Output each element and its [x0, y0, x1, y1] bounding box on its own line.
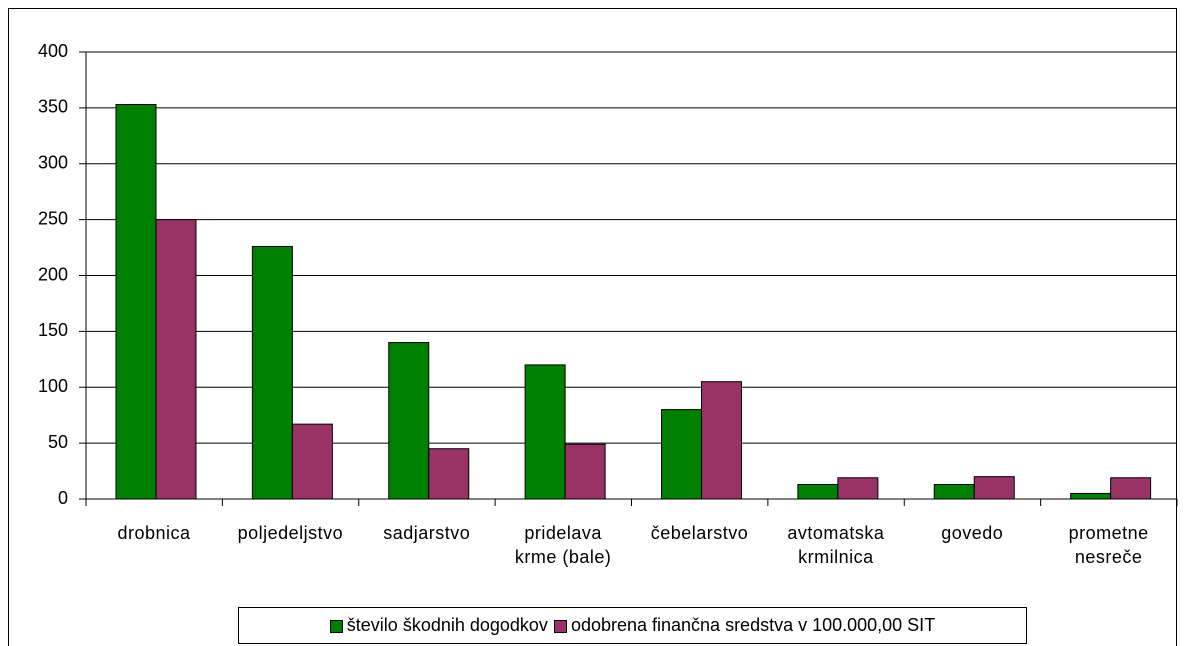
- legend-swatch: [553, 619, 567, 633]
- bar: [701, 381, 742, 500]
- x-tick-label: pridelava krme (bale): [514, 523, 612, 567]
- y-tick-label: 200: [38, 264, 68, 284]
- bar: [388, 342, 430, 500]
- chart-frame: [8, 8, 1177, 646]
- legend-swatch: [329, 619, 343, 633]
- x-tick-label: avtomatska krmilnica: [787, 523, 885, 567]
- bar: [1110, 477, 1152, 500]
- x-tick-label: čebelarstvo: [650, 523, 749, 543]
- legend-item: število škodnih dogodkov: [329, 615, 548, 636]
- bar: [797, 483, 839, 500]
- bar: [564, 443, 606, 500]
- x-tick-label: sadjarstvo: [383, 523, 471, 543]
- legend-label: odobrena finančna sredstva v 100.000,00 …: [570, 615, 936, 635]
- bar: [428, 448, 470, 500]
- y-tick-label: 400: [38, 41, 68, 61]
- legend-item: odobrena finančna sredstva v 100.000,00 …: [553, 615, 936, 636]
- bar: [155, 219, 197, 500]
- x-tick-label: drobnica: [117, 523, 191, 543]
- bar: [524, 364, 566, 500]
- legend: število škodnih dogodkov odobrena finančn…: [238, 607, 1027, 644]
- y-tick-label: 300: [38, 153, 68, 173]
- y-tick-label: 250: [38, 208, 68, 228]
- bar: [251, 245, 293, 500]
- bar: [661, 409, 702, 500]
- legend-label: število škodnih dogodkov: [346, 615, 548, 635]
- bar: [1070, 492, 1112, 500]
- y-tick-label: 150: [38, 320, 68, 340]
- y-tick-label: 100: [38, 376, 68, 396]
- bar: [837, 477, 879, 500]
- y-tick-label: 0: [58, 488, 68, 508]
- bar: [115, 104, 157, 500]
- x-tick-label: prometne nesreče: [1068, 523, 1149, 567]
- y-tick-label: 50: [48, 432, 68, 452]
- bar: [291, 423, 333, 500]
- x-tick-label: govedo: [941, 523, 1004, 543]
- bar: [973, 476, 1015, 500]
- bar: [933, 483, 975, 500]
- y-tick-label: 350: [38, 97, 68, 117]
- x-tick-label: poljedeljstvo: [237, 523, 344, 543]
